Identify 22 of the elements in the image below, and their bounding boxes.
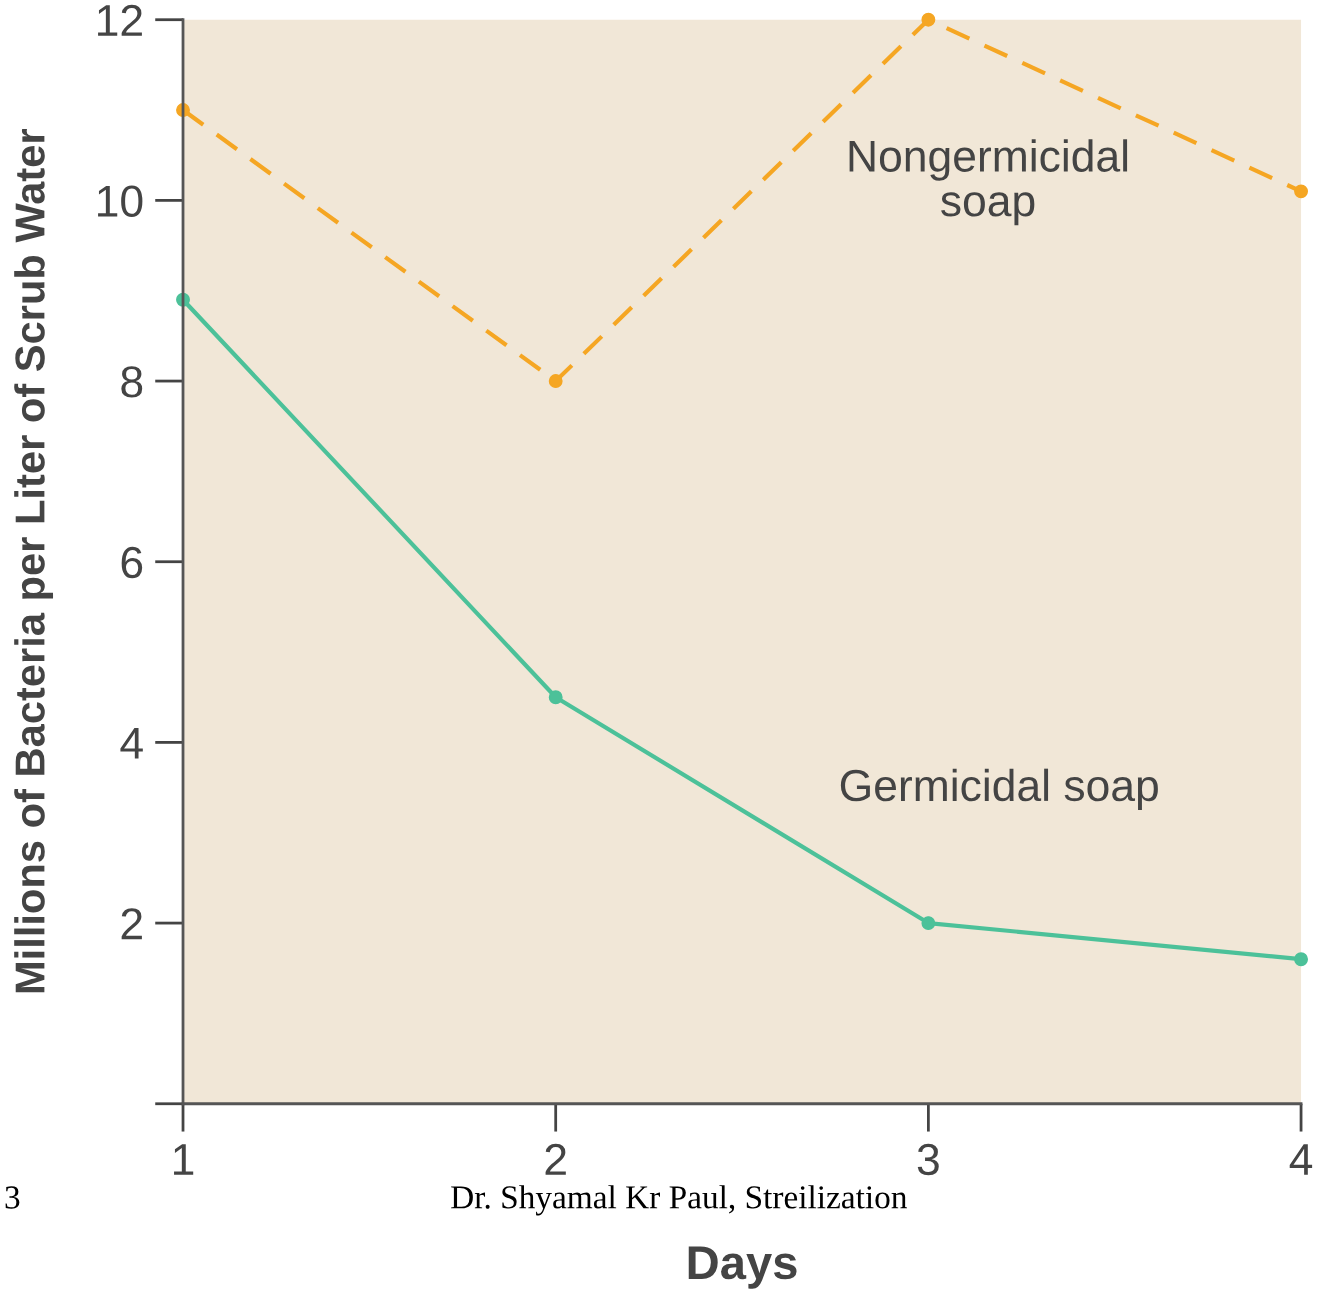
point xyxy=(921,916,936,931)
y-tick-label: 10 xyxy=(98,185,143,217)
x-tick-label: 3 xyxy=(917,1143,939,1176)
point xyxy=(921,12,936,27)
x-axis-title: Days xyxy=(688,1246,797,1289)
point xyxy=(1294,952,1308,967)
y-tick-label: 2 xyxy=(121,908,142,940)
point xyxy=(1294,184,1308,199)
x-tick-label: 4 xyxy=(1289,1144,1313,1175)
x-tick-label: 2 xyxy=(545,1143,566,1175)
text: 3 xyxy=(5,1186,20,1209)
point xyxy=(548,374,563,389)
y-tick-label: 6 xyxy=(121,546,143,579)
text: Dr. Shyamal Kr Paul, Streilization xyxy=(451,1185,907,1216)
y-tick-label: 8 xyxy=(121,366,143,398)
annotation: Germicidal soap xyxy=(840,768,1158,811)
y-tick-label: 4 xyxy=(120,727,143,759)
x-tick-label: 1 xyxy=(174,1144,194,1175)
point xyxy=(548,690,563,705)
y-axis-title: Millions of Bacteria per Liter of Scrub Water xyxy=(14,129,54,993)
y-tick-label: 12 xyxy=(98,4,142,36)
annotation: Nongermicidal soap xyxy=(849,139,1128,226)
